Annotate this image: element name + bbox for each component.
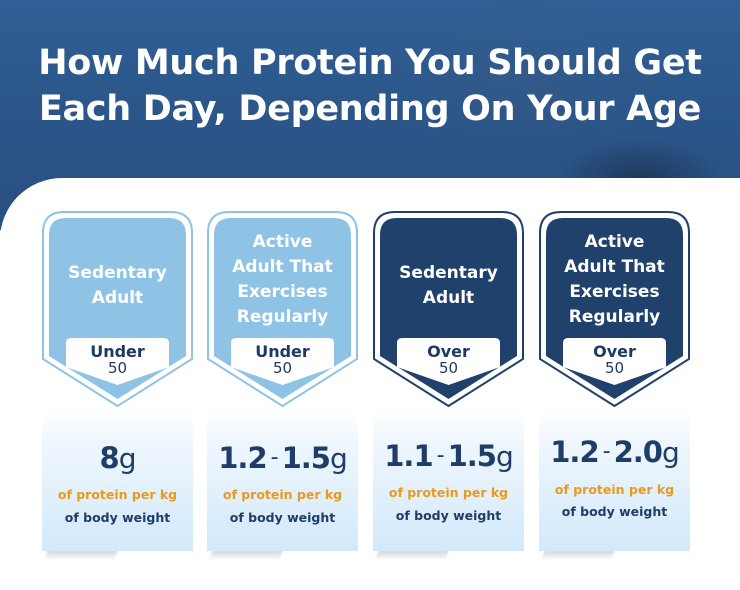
- protein-amount: 1.2-1.5g: [218, 441, 347, 475]
- card-shadow: [375, 550, 449, 560]
- protein-card: 1.2-2.0g of protein per kg of body weigh…: [539, 411, 690, 551]
- age-tag: Under 50: [90, 342, 145, 377]
- column-sedentary-over-50: 1.1-1.5g of protein per kg of body weigh…: [373, 211, 524, 560]
- card-shadow: [541, 550, 615, 560]
- column-active-over-50: 1.2-2.0g of protein per kg of body weigh…: [539, 211, 690, 560]
- category-label: Sedentary Adult: [68, 263, 167, 308]
- title-line-2: Each Day, Depending On Your Age: [38, 89, 702, 129]
- category-badge: Active Adult That Exercises Regularly Ov…: [539, 211, 690, 407]
- shield-shape: [373, 211, 524, 407]
- card-shadow: [209, 550, 283, 560]
- protein-card: 8g of protein per kg of body weight: [42, 411, 193, 551]
- protein-amount: 1.2-2.0g: [550, 435, 679, 469]
- category-badge: Active Adult That Exercises Regularly Un…: [207, 211, 358, 407]
- page-title: How Much Protein You Should Get Each Day…: [0, 40, 740, 132]
- column-sedentary-under-50: 8g of protein per kg of body weight Sede…: [42, 211, 193, 560]
- protein-card: 1.2-1.5g of protein per kg of body weigh…: [207, 411, 358, 551]
- age-tag: Over 50: [427, 342, 470, 377]
- protein-per-kg-label: of protein per kg: [554, 482, 675, 497]
- body-weight-label: of body weight: [64, 510, 171, 525]
- category-label: Active Adult That Exercises Regularly: [232, 232, 333, 327]
- title-line-1: How Much Protein You Should Get: [38, 43, 702, 83]
- protein-card: 1.1-1.5g of protein per kg of body weigh…: [373, 411, 524, 551]
- shield-shape: [539, 211, 690, 407]
- protein-per-kg-label: of protein per kg: [222, 487, 343, 502]
- card-shadow: [44, 550, 118, 560]
- age-tag: Over 50: [593, 342, 636, 377]
- body-weight-label: of body weight: [229, 510, 336, 525]
- category-label: Sedentary Adult: [399, 263, 498, 308]
- category-badge: Sedentary Adult Under 50: [42, 211, 193, 407]
- category-label: Active Adult That Exercises Regularly: [564, 232, 665, 327]
- body-weight-label: of body weight: [395, 508, 502, 523]
- protein-per-kg-label: of protein per kg: [388, 485, 509, 500]
- category-badge: Sedentary Adult Over 50: [373, 211, 524, 407]
- protein-per-kg-label: of protein per kg: [57, 487, 178, 502]
- shield-shape: [42, 211, 193, 407]
- body-weight-label: of body weight: [561, 504, 668, 519]
- shield-shape: [207, 211, 358, 407]
- protein-amount: 8g: [99, 441, 137, 475]
- protein-amount: 1.1-1.5g: [384, 439, 513, 473]
- age-tag: Under 50: [255, 342, 310, 377]
- column-active-under-50: 1.2-1.5g of protein per kg of body weigh…: [207, 211, 358, 560]
